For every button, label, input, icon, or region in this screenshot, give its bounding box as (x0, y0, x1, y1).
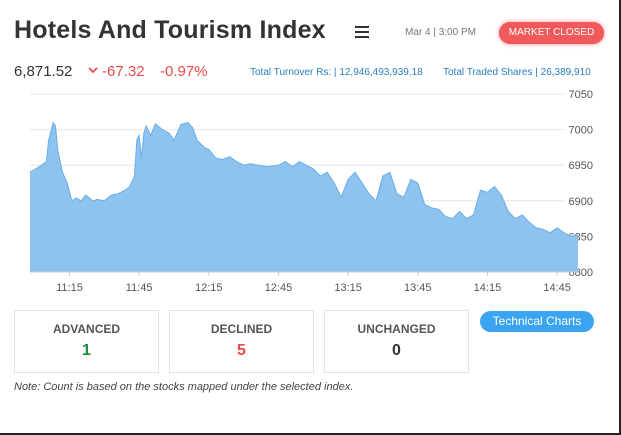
x-tick-label: 14:15 (474, 282, 502, 294)
total-traded-shares[interactable]: Total Traded Shares | 26,389,910 (443, 67, 591, 78)
shares-label: Total Traded Shares | (443, 67, 538, 78)
series-line (29, 121, 579, 237)
y-tick-label: 6950 (569, 160, 593, 172)
hamburger-icon[interactable] (355, 26, 369, 41)
shares-value: 26,389,910 (540, 67, 591, 78)
index-value: 6,871.52 (14, 63, 73, 80)
series-area (30, 122, 578, 272)
change-absolute: -67.32 (102, 63, 145, 80)
chevron-down-icon (88, 67, 98, 74)
x-tick-label: 12:15 (195, 282, 223, 294)
stat-count: 1 (82, 342, 91, 359)
market-datetime: Mar 4 | 3:00 PM (405, 27, 476, 38)
stat-count: 0 (392, 342, 401, 359)
y-tick-label: 7000 (569, 125, 593, 137)
stat-count: 5 (237, 342, 246, 359)
stat-label: UNCHANGED (357, 322, 436, 336)
x-tick-label: 13:45 (404, 282, 432, 294)
turnover-value: 12,946,493,939.18 (339, 67, 423, 78)
stat-declined: DECLINED 5 (169, 310, 314, 373)
stat-advanced: ADVANCED 1 (14, 310, 159, 373)
index-note: Note: Count is based on the stocks mappe… (14, 381, 354, 393)
y-tick-label: 6900 (569, 196, 593, 208)
market-status-badge: MARKET CLOSED (499, 22, 604, 44)
x-tick-label: 12:45 (265, 282, 293, 294)
x-tick-label: 14:45 (543, 282, 571, 294)
technical-charts-button[interactable]: Technical Charts (480, 311, 594, 332)
turnover-label: Total Turnover Rs: | (250, 67, 337, 78)
stat-unchanged: UNCHANGED 0 (324, 310, 469, 373)
page-title: Hotels And Tourism Index (14, 16, 326, 44)
stat-label: ADVANCED (52, 322, 121, 336)
change-percent: -0.97% (160, 63, 208, 80)
x-tick-label: 11:45 (126, 282, 153, 294)
y-tick-label: 7050 (569, 89, 593, 101)
x-tick-label: 13:15 (334, 282, 362, 294)
x-tick-label: 11:15 (56, 282, 83, 294)
total-turnover[interactable]: Total Turnover Rs: | 12,946,493,939.18 (250, 67, 423, 78)
stat-label: DECLINED (210, 322, 273, 336)
